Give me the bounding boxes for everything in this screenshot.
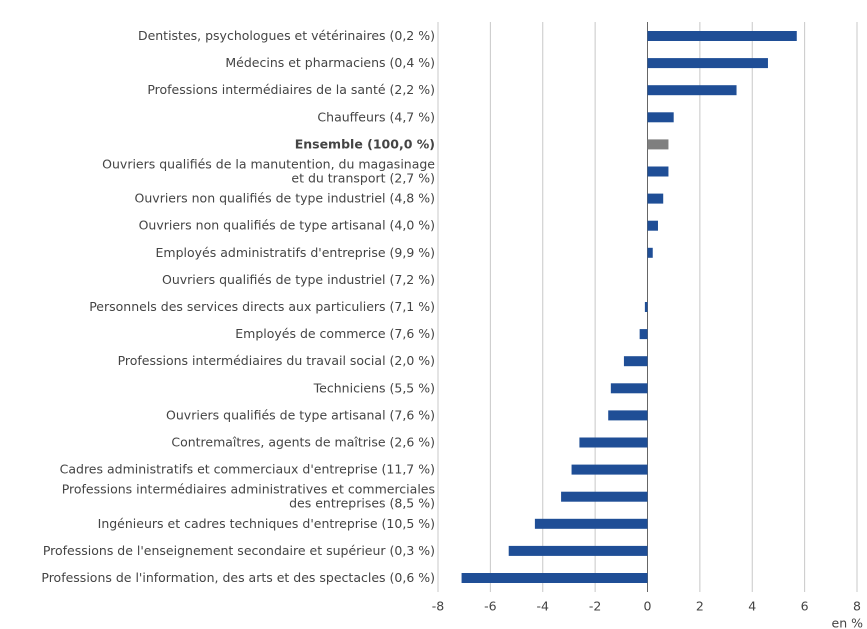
y-tick-label: Contremaîtres, agents de maîtrise (2,6 %… bbox=[171, 434, 435, 449]
y-tick-label: Chauffeurs (4,7 %) bbox=[317, 109, 435, 124]
bar bbox=[639, 329, 648, 340]
bar bbox=[610, 383, 648, 394]
x-tick-label: 4 bbox=[748, 599, 756, 614]
bar bbox=[571, 464, 648, 475]
y-tick-label: Ouvriers non qualifiés de type artisanal… bbox=[139, 217, 435, 232]
bar bbox=[579, 437, 648, 448]
x-axis-label: en % bbox=[832, 616, 864, 629]
y-tick-label: Professions de l'information, des arts e… bbox=[41, 570, 435, 585]
y-tick-label: Dentistes, psychologues et vétérinaires … bbox=[138, 28, 435, 43]
y-tick-label: Ingénieurs et cadres techniques d'entrep… bbox=[98, 515, 435, 530]
y-tick-label: Ouvriers qualifiés de type industriel (7… bbox=[162, 271, 435, 286]
bar bbox=[561, 491, 648, 502]
y-tick-label: Employés de commerce (7,6 %) bbox=[235, 326, 435, 341]
bar bbox=[647, 112, 674, 123]
bar bbox=[647, 139, 669, 150]
y-tick-label: Employés administratifs d'entreprise (9,… bbox=[156, 244, 435, 259]
bar bbox=[647, 85, 737, 96]
bar bbox=[647, 166, 669, 177]
bar bbox=[647, 58, 768, 69]
y-tick-label: Professions de l'enseignement secondaire… bbox=[43, 542, 435, 557]
bar bbox=[647, 31, 797, 41]
x-tick-label: 2 bbox=[696, 599, 704, 614]
bar bbox=[608, 410, 648, 421]
bar bbox=[461, 573, 648, 583]
y-tick-label: Personnels des services directs aux part… bbox=[89, 299, 435, 314]
x-tick-label: 0 bbox=[644, 599, 652, 614]
y-tick-label: Professions intermédiaires de la santé (… bbox=[147, 82, 435, 97]
y-tick-label: Professions intermédiaires du travail so… bbox=[118, 353, 435, 368]
x-tick-label: -4 bbox=[537, 599, 550, 614]
y-tick-label: Ouvriers qualifiés de la manutention, du… bbox=[102, 156, 435, 185]
x-tick-label: -2 bbox=[589, 599, 601, 614]
bar bbox=[623, 356, 648, 367]
y-tick-label: Techniciens (5,5 %) bbox=[313, 380, 435, 395]
x-tick-label: 8 bbox=[853, 599, 861, 614]
y-tick-label: Médecins et pharmaciens (0,4 %) bbox=[225, 55, 435, 70]
y-tick-label: Ensemble (100,0 %) bbox=[295, 136, 435, 151]
bar bbox=[647, 193, 664, 204]
y-tick-label: Cadres administratifs et commerciaux d'e… bbox=[60, 461, 435, 476]
y-tick-label: Professions intermédiaires administrativ… bbox=[62, 481, 435, 510]
y-tick-label: Ouvriers non qualifiés de type industrie… bbox=[135, 190, 435, 205]
bar bbox=[647, 247, 653, 258]
bar bbox=[534, 518, 648, 529]
x-tick-label: 6 bbox=[801, 599, 809, 614]
bar bbox=[644, 302, 648, 312]
x-tick-label: -8 bbox=[432, 599, 445, 614]
y-tick-label: Ouvriers qualifiés de type artisanal (7,… bbox=[166, 407, 435, 422]
x-tick-label: -6 bbox=[484, 599, 497, 614]
bar bbox=[508, 545, 648, 556]
bar bbox=[647, 220, 658, 231]
